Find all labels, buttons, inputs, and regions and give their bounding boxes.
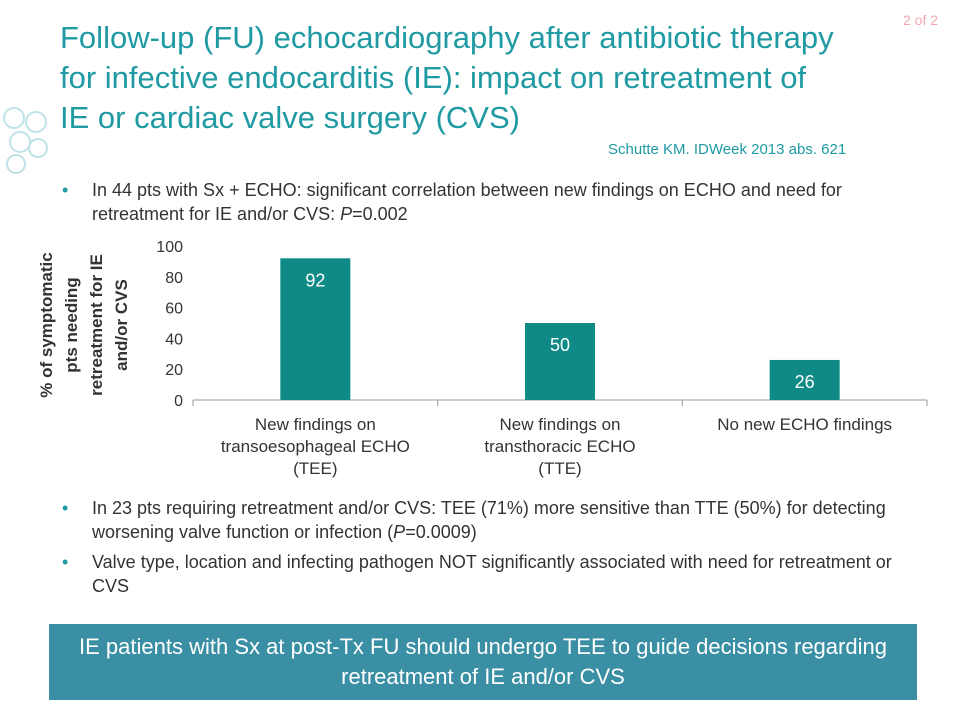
x-tick-label: (TTE) [538,459,581,478]
y-tick-label: 60 [165,301,183,318]
bullet-marker: • [62,180,69,200]
x-tick-label: transoesophageal ECHO [221,437,410,456]
bullet-marker: • [62,552,69,572]
data-label: 26 [795,372,815,392]
data-label: 92 [305,270,325,290]
bar [280,258,351,400]
y-axis-label: pts needing [62,277,81,372]
y-axis-label: % of symptomatic [37,252,56,397]
bullet-item: • Valve type, location and infecting path… [62,552,892,596]
bar [769,359,840,400]
y-axis-label: retreatment for IE [87,254,106,396]
y-axis-label: and/or CVS [112,279,131,371]
y-tick-label: 20 [165,362,183,379]
page-number: 2 of 2 [903,12,939,28]
bar-chart: % of symptomatic pts needing retreatment f… [37,239,928,478]
y-tick-label: 80 [165,270,183,287]
x-tick-label: transthoracic ECHO [484,437,635,456]
x-tick-label: New findings on [500,415,621,434]
y-tick-label: 40 [165,331,183,348]
y-tick-label: 0 [174,393,183,410]
y-tick-label: 100 [156,239,183,256]
bullet-list-bottom: • In 23 pts requiring retreatment and/or … [62,496,912,604]
conclusion-box: IE patients with Sx at post-Tx FU should… [49,624,917,700]
bullet-item: • In 44 pts with Sx + ECHO: significant c… [62,180,842,224]
x-tick-label: New findings on [255,415,376,434]
x-tick-label: No new ECHO findings [717,415,892,434]
bullet-item: • In 23 pts requiring retreatment and/or … [62,498,886,542]
decorative-molecule-graphic [3,107,48,174]
slide-title: Follow-up (FU) echocardiography after an… [60,20,834,135]
x-tick-label: (TEE) [293,459,337,478]
bar [525,323,595,400]
bullet-list-top: • In 44 pts with Sx + ECHO: significant c… [62,178,912,232]
bullet-marker: • [62,498,69,518]
citation: Schutte KM. IDWeek 2013 abs. 621 [608,141,847,158]
data-label: 50 [550,335,570,355]
